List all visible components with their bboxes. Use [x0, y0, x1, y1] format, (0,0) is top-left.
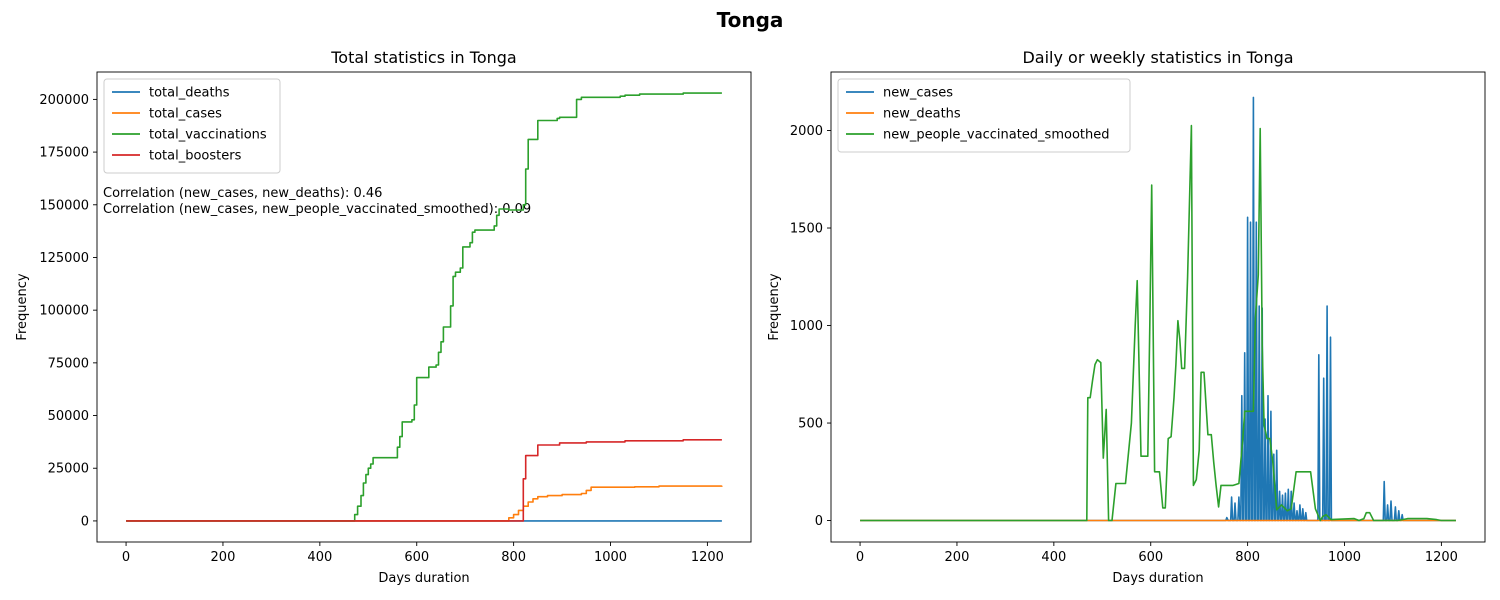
series-line-new-cases [860, 96, 1456, 522]
axes-frame [96, 71, 752, 543]
series-line-new-people-vaccinated-smoothed [860, 124, 1456, 522]
y-tick-label: 2000 [790, 124, 823, 139]
y-axis-label: Frequency [767, 273, 782, 340]
y-tick-label: 200000 [39, 93, 89, 108]
y-tick-label: 0 [81, 514, 89, 529]
y-tick-label: 150000 [39, 198, 89, 213]
x-axis-label: Days duration [1112, 571, 1203, 586]
x-tick-label: 1000 [594, 550, 627, 565]
x-tick-label: 1200 [1425, 550, 1458, 565]
x-tick-label: 800 [501, 550, 526, 565]
x-tick-label: 600 [1138, 550, 1163, 565]
y-tick-label: 50000 [48, 409, 89, 424]
series-line-total-vaccinations [126, 92, 722, 522]
legend-label: new_people_vaccinated_smoothed [883, 128, 1109, 143]
series-line-total-boosters [126, 439, 722, 522]
legend-label: total_cases [149, 107, 222, 122]
chart-title: Total statistics in Tonga [330, 48, 516, 67]
x-tick-label: 200 [211, 550, 236, 565]
y-tick-label: 125000 [39, 251, 89, 266]
y-tick-label: 25000 [48, 462, 89, 477]
figure-suptitle: Tonga [717, 8, 784, 32]
axes-frame [830, 71, 1486, 543]
y-tick-label: 1000 [790, 319, 823, 334]
y-tick-label: 175000 [39, 146, 89, 161]
x-tick-label: 0 [856, 550, 864, 565]
y-tick-label: 100000 [39, 304, 89, 319]
x-tick-label: 1200 [691, 550, 724, 565]
legend-label: new_deaths [883, 107, 961, 122]
y-tick-label: 500 [798, 417, 823, 432]
y-tick-label: 1500 [790, 222, 823, 237]
x-tick-label: 400 [1041, 550, 1066, 565]
x-tick-label: 600 [404, 550, 429, 565]
correlation-annotation-2: Correlation (new_cases, new_people_vacci… [103, 202, 531, 217]
correlation-annotation-1: Correlation (new_cases, new_deaths): 0.4… [103, 186, 382, 201]
x-tick-label: 400 [307, 550, 332, 565]
x-tick-label: 200 [945, 550, 970, 565]
total-statistics-chart: Total statistics in Tonga Days duration … [15, 48, 752, 586]
legend-label: total_deaths [149, 86, 230, 101]
x-axis-label: Days duration [378, 571, 469, 586]
y-tick-label: 75000 [48, 356, 89, 371]
y-tick-label: 0 [815, 514, 823, 529]
legend-box [837, 78, 1131, 153]
y-axis-label: Frequency [15, 273, 30, 340]
legend-label: new_cases [883, 86, 953, 101]
series-line-total-cases [126, 485, 723, 522]
legend-label: total_vaccinations [149, 128, 267, 143]
x-tick-label: 800 [1235, 550, 1260, 565]
daily-weekly-statistics-chart: Daily or weekly statistics in Tonga Days… [767, 48, 1486, 586]
x-tick-label: 1000 [1328, 550, 1361, 565]
legend-label: total_boosters [149, 149, 242, 164]
x-tick-label: 0 [122, 550, 130, 565]
legend-box [103, 78, 281, 174]
chart-title: Daily or weekly statistics in Tonga [1022, 48, 1293, 67]
